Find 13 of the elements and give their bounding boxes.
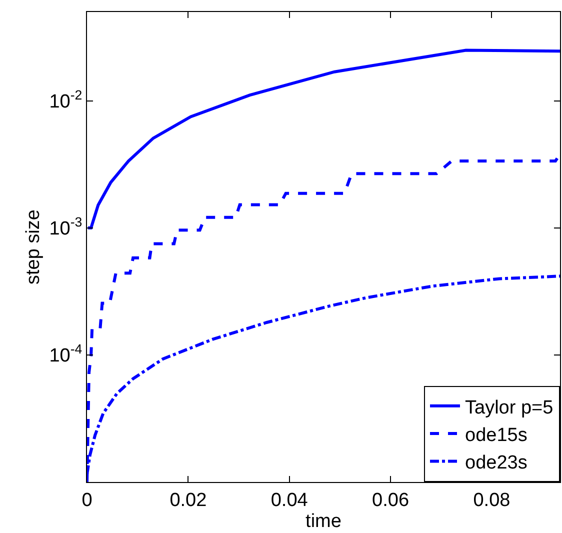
legend-label: ode15s xyxy=(465,424,528,446)
y-axis-title: step size xyxy=(23,210,44,284)
x-tick-label: 0.04 xyxy=(270,490,308,511)
legend-label: ode23s xyxy=(465,452,528,474)
y-tick-label: 10$^{-4}$ xyxy=(49,342,82,367)
y-tick-label: 10$^{-3}$ xyxy=(49,214,82,240)
legend-label: Taylor p=5 xyxy=(465,397,554,418)
y-tick-label: 10$^{-2}$ xyxy=(49,87,82,112)
x-tick-label: 0.02 xyxy=(170,490,207,511)
x-tick-label: 0.06 xyxy=(372,490,410,511)
x-tick-label: 0.08 xyxy=(473,490,510,511)
x-axis-title: time xyxy=(306,510,342,532)
x-tick-label: 0 xyxy=(82,490,92,511)
